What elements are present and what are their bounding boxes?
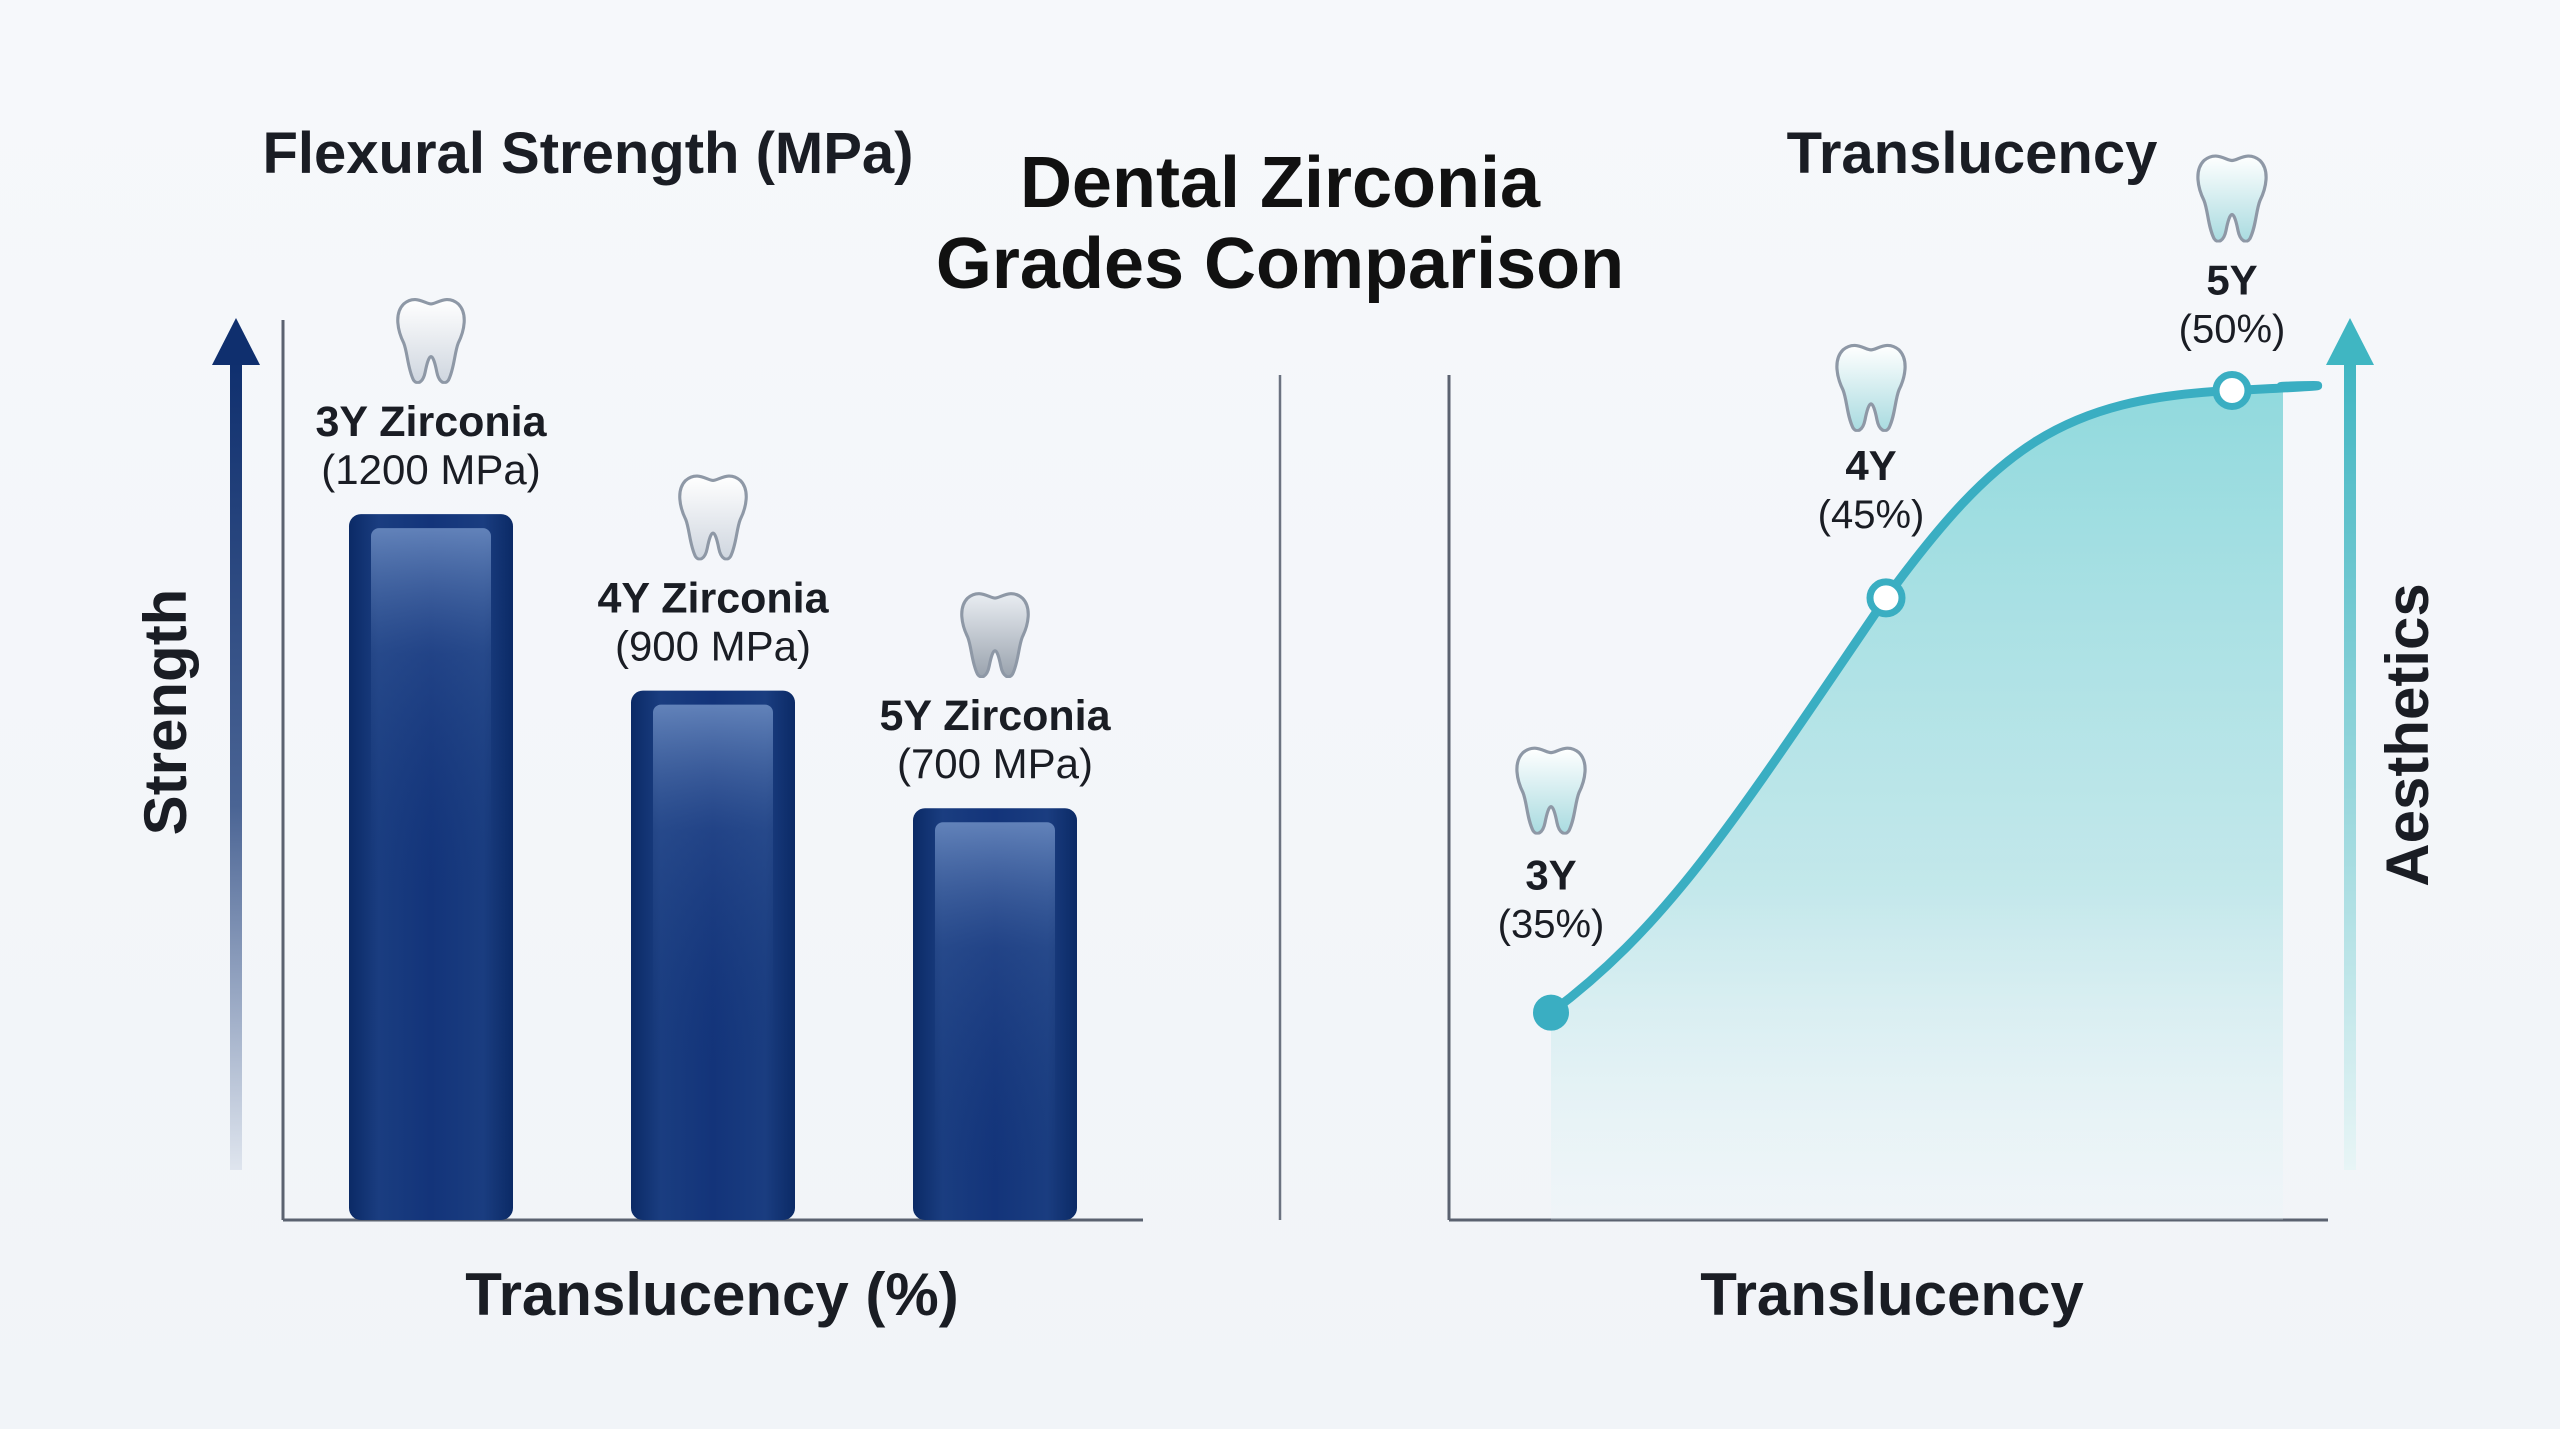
strength-arrow-head	[212, 318, 260, 365]
main-title-line-1: Dental Zirconia	[1020, 143, 1541, 223]
bar-chart-x-label: Translucency (%)	[465, 1261, 959, 1328]
bar-2-category-label: 4Y Zirconia	[597, 575, 829, 623]
bar-chart-y-label: Strength	[132, 589, 199, 836]
point-2	[1866, 578, 1906, 618]
tooth-icon	[396, 298, 466, 384]
point-3	[2212, 371, 2252, 411]
tooth-icon	[960, 592, 1030, 678]
bar-chart-title: Flexural Strength (MPa)	[263, 121, 914, 186]
tooth-icon	[678, 474, 748, 561]
line-chart-title: Translucency	[1787, 121, 2158, 186]
bar-series: (1200 MPa)3Y Zirconia (900 MPa)4Y Zirconi…	[315, 298, 1112, 1220]
bar-3-highlight	[935, 822, 1055, 1183]
bar-2-highlight	[653, 704, 773, 1065]
tooth-icon	[1515, 746, 1587, 835]
bar-3-value-label: (700 MPa)	[897, 740, 1093, 787]
aesthetics-arrow-shaft	[2344, 360, 2356, 1170]
line-chart-x-label: Translucency	[1700, 1261, 2084, 1328]
translucency-line	[1546, 381, 2322, 1018]
line-chart-y-label: Aesthetics	[2374, 583, 2441, 886]
point-2-value-label: (45%)	[1818, 493, 1925, 537]
strength-arrow-shaft	[230, 360, 242, 1170]
point-2-category-label: 4Y	[1845, 442, 1896, 489]
line-series: 3Y(35%) 4Y(45%) 5Y(50%)	[1498, 154, 2322, 1220]
point-1-category-label: 3Y	[1525, 852, 1576, 899]
main-title-line-2: Grades Comparison	[936, 224, 1624, 304]
point-3-value-label: (50%)	[2179, 308, 2286, 352]
point-3-category-label: 5Y	[2206, 257, 2257, 304]
bar-1-value-label: (1200 MPa)	[321, 446, 540, 493]
bar-2-value-label: (900 MPa)	[615, 623, 811, 670]
bar-1-highlight	[371, 528, 491, 889]
bar-3-category-label: 5Y Zirconia	[879, 692, 1111, 740]
tooth-icon	[1835, 343, 1907, 432]
bar-1-category-label: 3Y Zirconia	[315, 398, 547, 446]
point-1-value-label: (35%)	[1498, 903, 1605, 947]
point-1	[1533, 994, 1569, 1031]
aesthetics-arrow-head	[2326, 318, 2374, 365]
translucency-area	[1551, 385, 2318, 1220]
tooth-icon	[2196, 154, 2268, 243]
